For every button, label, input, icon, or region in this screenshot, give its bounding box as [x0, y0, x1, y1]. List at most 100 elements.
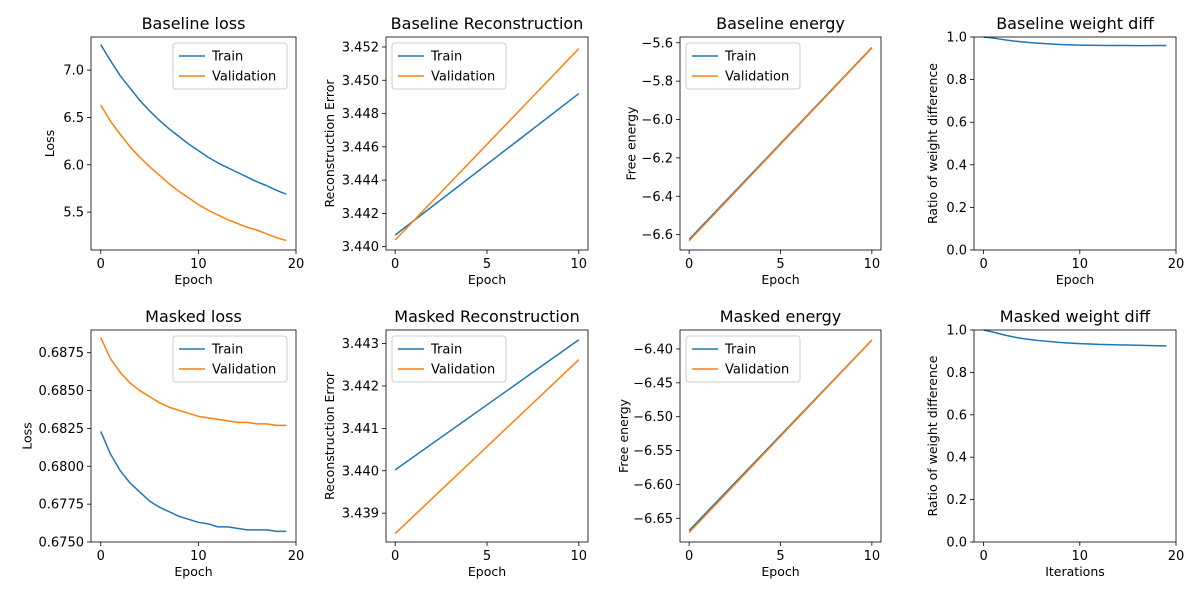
y-tick-label: −6.2	[641, 151, 673, 166]
legend-box	[391, 42, 507, 90]
chart-title: Baseline loss	[142, 14, 246, 33]
y-tick-label: −5.6	[641, 36, 673, 51]
x-tick-label: 10	[1072, 257, 1089, 272]
series-line	[394, 339, 580, 471]
x-tick-label: 0	[391, 257, 399, 272]
x-tick-label: 10	[864, 257, 881, 272]
y-tick-label: −6.55	[633, 444, 673, 459]
x-tick-label: 0	[97, 257, 105, 272]
y-tick-label: 3.452	[342, 40, 379, 55]
x-tick-label: 20	[1168, 549, 1185, 564]
legend-box	[685, 335, 801, 383]
series-line	[688, 47, 873, 242]
plot-frame	[90, 329, 297, 543]
legend-box	[685, 42, 801, 90]
y-tick-label: 1.0	[946, 324, 967, 339]
chart-panel: Baseline energy 0 5 10 −6.6 −6.4 −6.2 −6.0 −5.8 −…	[624, 14, 882, 287]
chart-title: Baseline Reconstruction	[391, 14, 584, 33]
y-tick-label: −5.8	[641, 75, 673, 90]
legend: Train Validation	[391, 335, 507, 383]
y-tick-label: −6.45	[633, 376, 673, 391]
x-tick-label: 5	[776, 549, 784, 564]
y-tick-label: −6.4	[641, 190, 673, 205]
x-tick-label: 20	[1168, 257, 1185, 272]
legend-label: Validation	[725, 70, 789, 85]
x-axis-label: Epoch	[761, 564, 799, 579]
x-tick-label: 5	[483, 257, 491, 272]
series-line	[100, 431, 287, 533]
y-tick-label: 7.0	[63, 64, 84, 79]
y-axis-label: Ratio of weight difference	[925, 355, 940, 516]
y-tick-label: −6.0	[641, 113, 673, 128]
y-tick-label: 0.8	[946, 366, 967, 381]
x-axis-label: Epoch	[174, 564, 212, 579]
legend: Train Validation	[172, 42, 288, 90]
y-tick-label: −6.50	[633, 410, 673, 425]
chart-panel: Masked weight diff 0 10 20 0.0 0.2 0.4 0.6 0.8 1.…	[925, 307, 1184, 579]
y-axis-label: Loss	[19, 422, 34, 449]
x-tick-label: 0	[97, 549, 105, 564]
legend-box	[172, 335, 288, 383]
x-axis-label: Epoch	[761, 272, 799, 287]
series-line	[100, 337, 287, 427]
chart-title: Masked energy	[720, 307, 841, 326]
y-axis-label: Loss	[42, 130, 57, 157]
x-tick-label: 0	[391, 549, 399, 564]
y-tick-label: 0.2	[946, 493, 967, 508]
legend-box	[172, 42, 288, 90]
x-tick-label: 10	[190, 257, 207, 272]
chart-title: Masked weight diff	[1000, 307, 1151, 326]
y-tick-label: 0.8	[946, 73, 967, 88]
legend-label: Validation	[431, 363, 495, 378]
legend: Train Validation	[685, 335, 801, 383]
legend-label: Train	[724, 50, 756, 65]
chart-panel: Baseline Reconstruction 0 5 10 3.440 3.442 3.4…	[322, 14, 589, 287]
y-tick-label: 6.5	[63, 111, 84, 126]
x-tick-label: 5	[776, 257, 784, 272]
y-tick-label: 3.442	[342, 379, 379, 394]
legend: Train Validation	[172, 335, 288, 383]
y-tick-label: 3.448	[342, 107, 379, 122]
chart-panel: Masked energy 0 5 10 −6.65 −6.60 −6.55 −6.50 −6.…	[616, 307, 882, 579]
y-tick-label: 3.450	[342, 74, 379, 89]
x-tick-label: 0	[685, 549, 693, 564]
y-axis-label: Reconstruction Error	[322, 371, 337, 500]
y-axis-label: Ratio of weight difference	[925, 63, 940, 224]
y-tick-label: 0.6800	[39, 460, 85, 475]
series-line	[100, 44, 287, 195]
legend: Train Validation	[391, 42, 507, 90]
plot-frame	[973, 36, 1177, 251]
y-tick-label: 3.440	[342, 464, 379, 479]
y-tick-label: 0.4	[946, 158, 967, 173]
series-line	[983, 36, 1167, 47]
y-tick-label: −6.6	[641, 228, 673, 243]
x-tick-label: 10	[1072, 549, 1089, 564]
legend-label: Train	[211, 343, 243, 358]
legend-label: Validation	[212, 70, 276, 85]
y-axis-label: Reconstruction Error	[322, 79, 337, 208]
y-tick-label: 3.446	[342, 140, 379, 155]
chart-panel: Baseline loss 0 10 20 5.5 6.0 6.5 7.0 Epoch Loss T…	[42, 14, 304, 287]
chart-title: Baseline energy	[716, 14, 845, 33]
y-tick-label: −6.60	[633, 478, 673, 493]
legend: Train Validation	[685, 42, 801, 90]
x-tick-label: 10	[864, 549, 881, 564]
legend-label: Train	[211, 50, 243, 65]
legend-label: Train	[430, 50, 462, 65]
x-axis-label: Epoch	[174, 272, 212, 287]
legend-box	[391, 335, 507, 383]
y-tick-label: 0.6825	[39, 422, 85, 437]
y-tick-label: 6.0	[63, 158, 84, 173]
y-tick-label: 3.439	[342, 507, 379, 522]
y-tick-label: 0.0	[946, 536, 967, 551]
y-tick-label: 0.6875	[39, 346, 85, 361]
x-axis-label: Epoch	[1056, 272, 1094, 287]
y-tick-label: 0.6775	[39, 498, 85, 513]
y-tick-label: 3.442	[342, 207, 379, 222]
x-tick-label: 10	[190, 549, 207, 564]
y-tick-label: 0.6	[946, 408, 967, 423]
y-tick-label: 0.6850	[39, 384, 85, 399]
y-tick-label: 3.440	[342, 240, 379, 255]
y-tick-label: 0.4	[946, 451, 967, 466]
